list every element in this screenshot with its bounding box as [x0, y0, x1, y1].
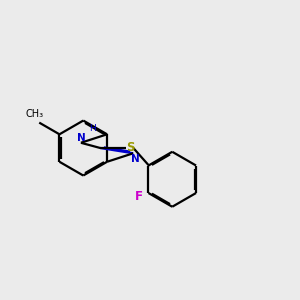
- Text: N: N: [131, 154, 140, 164]
- Text: S: S: [126, 141, 135, 154]
- Text: CH₃: CH₃: [25, 109, 44, 119]
- Text: N: N: [76, 133, 85, 143]
- Text: H: H: [89, 124, 96, 133]
- Text: F: F: [135, 190, 142, 203]
